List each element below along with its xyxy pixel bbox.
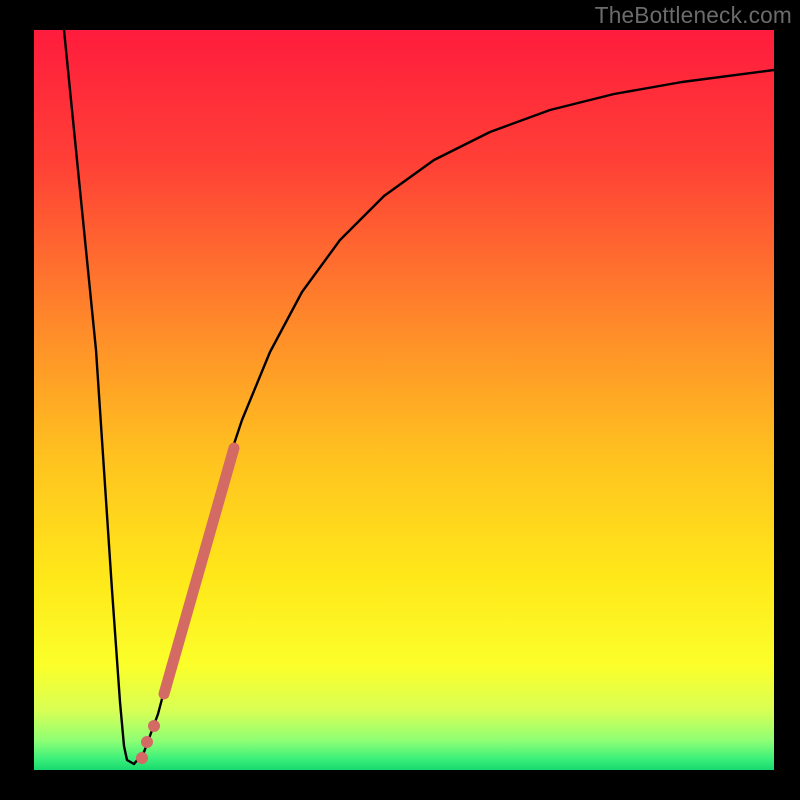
highlight-dots bbox=[136, 720, 160, 764]
plot-area bbox=[34, 30, 774, 770]
highlight-dot bbox=[136, 752, 148, 764]
highlight-dot bbox=[141, 736, 153, 748]
stage: TheBottleneck.com bbox=[0, 0, 800, 800]
watermark-text: TheBottleneck.com bbox=[595, 2, 792, 29]
chart-svg bbox=[34, 30, 774, 770]
highlight-band bbox=[164, 448, 234, 694]
highlight-dot bbox=[148, 720, 160, 732]
